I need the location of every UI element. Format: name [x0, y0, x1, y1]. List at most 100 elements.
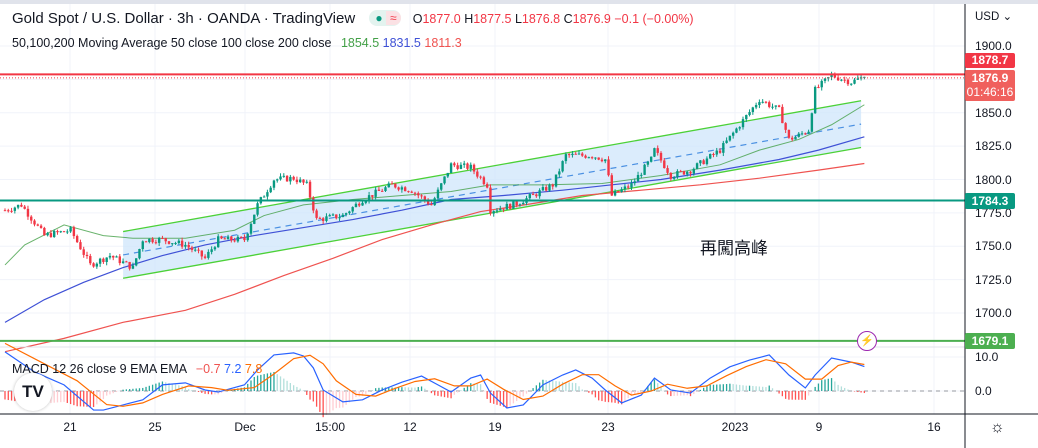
candle-down	[197, 249, 200, 251]
support2-price-badge: 1679.1	[965, 333, 1015, 349]
candle-up	[571, 153, 574, 156]
candle-up	[131, 265, 135, 269]
candle-down	[167, 241, 171, 244]
time-tick-label: 21	[63, 420, 77, 434]
chart-annotation-text[interactable]: 再闖高峰	[700, 239, 768, 258]
candle-up	[266, 192, 269, 197]
candle-down	[112, 255, 115, 258]
candle-up	[623, 186, 627, 190]
ma50-value: 1854.5	[340, 36, 380, 50]
candle-up	[850, 83, 853, 85]
candle-down	[777, 105, 781, 107]
candle-up	[138, 248, 141, 259]
horizontal-lines[interactable]	[0, 73, 965, 342]
candle-up	[774, 105, 777, 107]
candle-down	[456, 165, 459, 169]
legend-title-row: Gold Spot / U.S. Dollar · 3h · OANDA · T…	[12, 10, 694, 27]
support-price-badge: 1784.3	[965, 193, 1015, 209]
macd-legend[interactable]: MACD 12 26 close 9 EMA EMA −0.7 7.2 7.8	[12, 362, 262, 376]
candle-up	[505, 203, 509, 210]
candle-up	[440, 183, 443, 190]
ma-legend[interactable]: 50,100,200 Moving Average 50 close 100 c…	[12, 36, 462, 50]
candle-down	[151, 238, 154, 243]
settings-icon[interactable]: ☼	[990, 419, 1005, 436]
candle-up	[633, 181, 636, 184]
candle-up	[115, 256, 118, 258]
candle-up	[830, 74, 833, 78]
candle-up	[810, 113, 814, 132]
macd-signal-line	[4, 342, 865, 407]
candle-up	[797, 133, 800, 137]
candle-down	[371, 195, 374, 197]
candle-up	[528, 194, 531, 199]
time-tick-label: 12	[403, 420, 417, 434]
symbol-title[interactable]: Gold Spot / U.S. Dollar · 3h · OANDA · T…	[12, 10, 356, 27]
candle-down	[85, 254, 89, 257]
candle-up	[463, 163, 466, 165]
candle-up	[722, 143, 725, 153]
ohlc-values: O1877.0 H1877.5 L1876.8 C1876.9 −0.1 (−0…	[413, 12, 694, 26]
candle-up	[735, 128, 738, 133]
candle-down	[682, 171, 686, 175]
candle-up	[561, 161, 564, 172]
candle-down	[597, 157, 600, 160]
candle-up	[344, 213, 348, 215]
time-tick-label: 19	[488, 420, 502, 434]
candle-down	[161, 237, 164, 239]
candle-down	[617, 191, 620, 193]
candle-up	[400, 187, 404, 190]
candle-down	[20, 204, 23, 207]
price-tick-label: 1725.0	[975, 272, 1012, 287]
market-status-pill[interactable]: ● ≈	[369, 10, 401, 26]
channel-lower-line	[122, 146, 862, 279]
candle-up	[643, 164, 646, 175]
candle-down	[292, 176, 295, 180]
last-price: 1876.9	[971, 71, 1009, 85]
candle-up	[374, 189, 377, 197]
candle-down	[567, 154, 571, 156]
tradingview-logo[interactable]: TV	[14, 373, 52, 411]
channel-upper-line	[122, 100, 862, 233]
ma100-value: 1831.5	[382, 36, 421, 50]
open-label: O	[412, 12, 423, 26]
candle-up	[253, 214, 256, 224]
parallel-channel[interactable]	[122, 100, 862, 279]
candle-down	[453, 163, 456, 166]
candle-down	[833, 74, 837, 78]
candle-up	[262, 196, 266, 198]
candle-up	[384, 187, 387, 192]
close-value: 1876.9	[572, 12, 611, 26]
macd-value: 7.2	[224, 362, 242, 376]
candle-up	[269, 187, 272, 193]
candle-up	[646, 161, 650, 165]
candles	[3, 71, 866, 271]
candle-down	[781, 106, 784, 124]
price-tick-label: 1825.0	[975, 139, 1012, 154]
candle-up	[351, 207, 354, 212]
candle-up	[46, 233, 49, 236]
candle-up	[538, 190, 541, 197]
candle-up	[587, 157, 591, 159]
candle-up	[207, 251, 210, 258]
candle-down	[485, 184, 489, 188]
candle-down	[476, 171, 479, 177]
candle-up	[246, 233, 249, 241]
candle-down	[551, 184, 554, 187]
last-price-badge: 1876.9 01:46:16	[965, 70, 1015, 101]
candle-up	[686, 171, 689, 175]
market-open-icon: ●	[375, 11, 383, 25]
candle-down	[72, 227, 76, 237]
candle-up	[495, 210, 499, 212]
currency-selector[interactable]: USD ⌄	[975, 11, 1013, 23]
lightning-icon[interactable]: ⚡	[857, 331, 877, 351]
ma200-line	[4, 162, 865, 353]
price-tick-label: 1750.0	[975, 239, 1012, 254]
candle-up	[731, 132, 735, 136]
candle-down	[784, 123, 787, 130]
candle-down	[574, 153, 577, 155]
open-value: 1877.0	[422, 12, 461, 26]
candle-up	[577, 153, 581, 155]
close-label: C	[563, 12, 573, 26]
candle-up	[709, 153, 712, 159]
